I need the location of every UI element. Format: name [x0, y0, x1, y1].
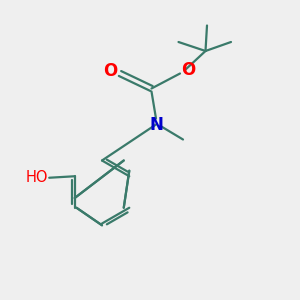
Text: O: O [182, 61, 196, 79]
Text: O: O [103, 62, 117, 80]
Text: HO: HO [25, 170, 48, 185]
Text: N: N [149, 116, 163, 134]
